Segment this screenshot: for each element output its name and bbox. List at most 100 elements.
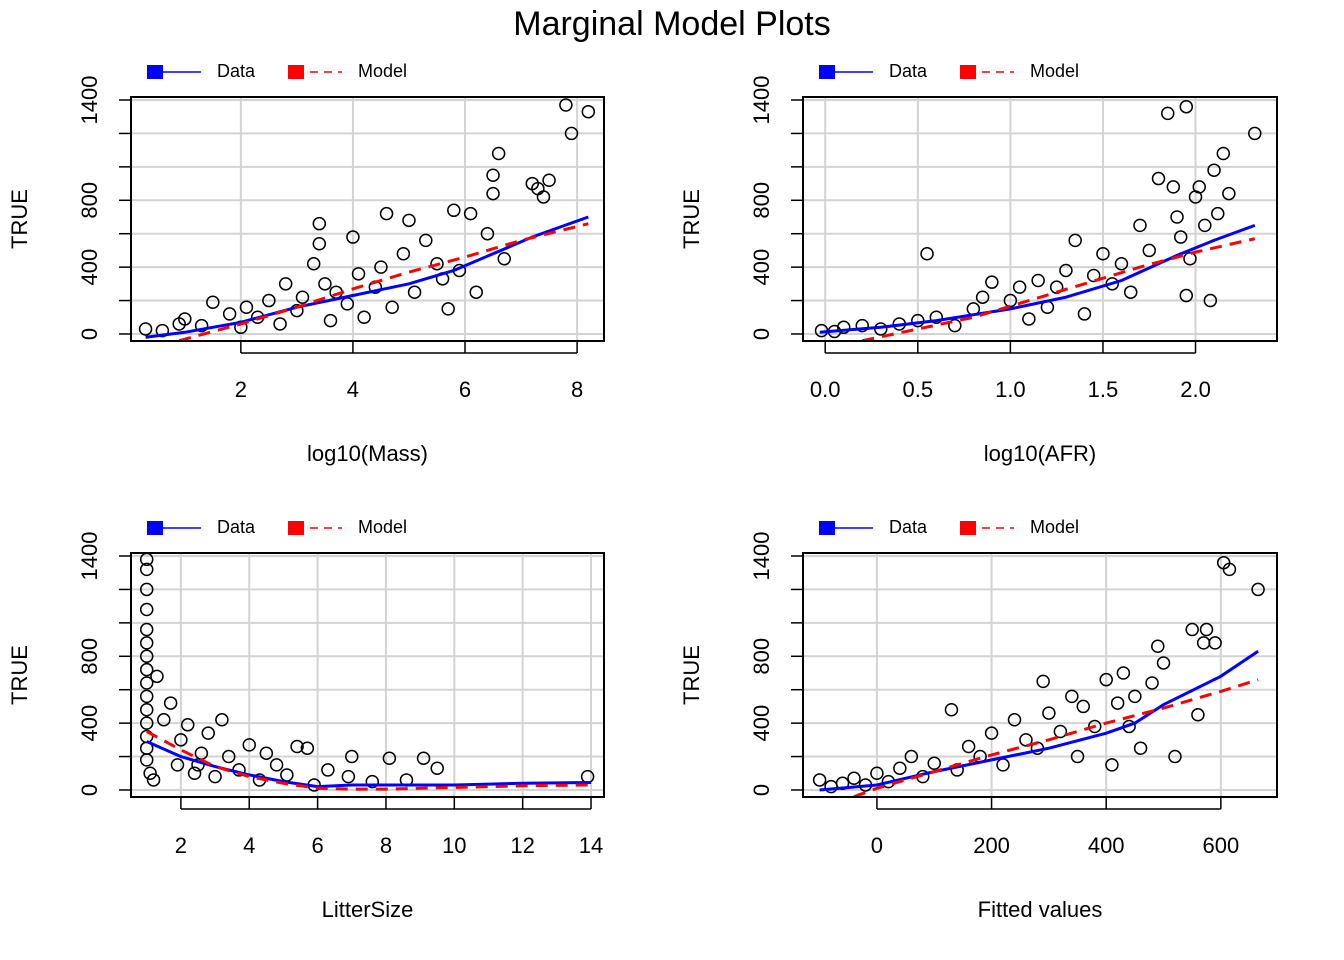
point	[948, 318, 962, 333]
point	[143, 766, 157, 781]
point	[1185, 622, 1199, 637]
point	[491, 146, 506, 161]
point	[1192, 180, 1206, 194]
series-line	[819, 650, 1259, 792]
point	[312, 216, 327, 231]
point	[1248, 126, 1262, 141]
y-tick-label: 1400	[77, 532, 102, 581]
point	[1161, 106, 1175, 121]
point	[221, 749, 236, 764]
point	[536, 190, 551, 204]
plot-frame	[802, 552, 1278, 798]
x-tick-label: 0.5	[903, 377, 934, 402]
y-axis-title: TRUE	[679, 645, 704, 705]
point	[273, 317, 287, 331]
point	[1145, 676, 1159, 690]
point	[365, 774, 380, 789]
series-line	[861, 237, 1256, 341]
y-tick-label: 0	[77, 784, 102, 796]
point	[1053, 724, 1068, 739]
panel: 0.0 0.5 1.0 1.5 2.0 0 400 800 1400 Data Model log10…	[679, 61, 1278, 466]
point	[1191, 708, 1205, 722]
point	[1003, 293, 1018, 308]
point	[469, 285, 483, 299]
y-tick-label: 400	[77, 705, 102, 742]
point	[1099, 672, 1113, 687]
x-tick-label: 2	[175, 833, 187, 858]
x-tick-label: 14	[579, 833, 603, 858]
point	[1133, 218, 1147, 233]
point	[419, 233, 433, 248]
point	[1156, 656, 1171, 670]
point	[430, 761, 444, 776]
legend-label: Model	[358, 61, 407, 81]
point	[961, 739, 976, 754]
point	[1198, 218, 1212, 233]
x-tick-label: 1.0	[995, 377, 1026, 402]
point	[139, 753, 154, 767]
point	[1211, 206, 1225, 221]
point	[836, 320, 851, 335]
point	[139, 649, 154, 664]
point	[300, 741, 315, 755]
x-tick-label: 6	[311, 833, 323, 858]
point	[1179, 288, 1194, 303]
point	[447, 203, 461, 218]
point	[187, 766, 202, 781]
point	[1116, 666, 1131, 680]
point	[542, 173, 556, 187]
point	[374, 260, 388, 274]
point	[139, 636, 154, 650]
x-tick-label: 0	[871, 833, 883, 858]
point	[581, 104, 596, 119]
series-line	[853, 678, 1259, 797]
point	[139, 703, 154, 717]
point	[312, 236, 327, 251]
point	[139, 662, 154, 677]
point	[138, 322, 153, 336]
point	[920, 247, 934, 261]
point	[1133, 741, 1148, 755]
point	[379, 206, 394, 221]
legend-label: Data	[889, 61, 928, 81]
legend-label: Model	[358, 517, 407, 537]
point	[139, 562, 154, 577]
y-tick-label: 1400	[749, 532, 774, 581]
point	[150, 669, 164, 684]
point	[262, 293, 276, 308]
legend-label: Model	[1030, 517, 1079, 537]
point	[1222, 562, 1237, 577]
point	[486, 186, 500, 201]
point	[1207, 163, 1221, 177]
point	[290, 739, 304, 754]
figure-title: Marginal Model Plots	[513, 5, 830, 43]
x-tick-label: 8	[380, 833, 392, 858]
legend-label: Data	[217, 61, 256, 81]
panel: 2 4 6 8 0 400 800 1400 Data Model log10(Mass) TRUE	[7, 61, 605, 466]
y-axis-title: TRUE	[679, 189, 704, 249]
y-tick-label: 400	[749, 705, 774, 742]
point	[497, 252, 511, 266]
x-tick-label: 200	[973, 833, 1010, 858]
point	[1151, 171, 1166, 186]
point	[180, 718, 195, 732]
point	[1077, 307, 1092, 321]
point	[201, 726, 215, 740]
point	[1068, 233, 1082, 248]
point	[1123, 285, 1138, 299]
point	[139, 602, 154, 617]
plot-frame	[130, 552, 605, 798]
series-line	[145, 730, 592, 791]
point	[1168, 749, 1182, 764]
point	[139, 582, 154, 597]
point	[996, 758, 1010, 772]
point	[855, 318, 869, 333]
x-axis-title: log10(AFR)	[984, 441, 1096, 466]
point	[812, 773, 827, 787]
point	[1105, 758, 1119, 772]
point	[430, 257, 444, 271]
point	[178, 312, 192, 326]
y-tick-label: 400	[77, 249, 102, 286]
point	[295, 290, 310, 304]
x-tick-label: 4	[243, 833, 255, 858]
